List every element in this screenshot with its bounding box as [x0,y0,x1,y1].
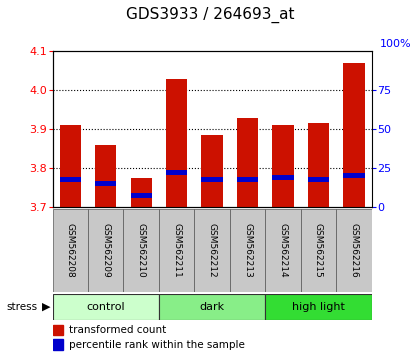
Text: GDS3933 / 264693_at: GDS3933 / 264693_at [126,7,294,23]
Bar [52,209,88,292]
Bar [343,173,365,178]
Text: percentile rank within the sample: percentile rank within the sample [69,340,245,350]
Bar [52,325,63,335]
Bar [202,135,223,207]
Bar [52,294,159,320]
Bar [131,193,152,198]
Bar [159,209,194,292]
Text: GSM562208: GSM562208 [66,223,75,278]
Bar [301,209,336,292]
Bar [343,63,365,207]
Text: GSM562215: GSM562215 [314,223,323,278]
Bar [265,294,372,320]
Text: GSM562211: GSM562211 [172,223,181,278]
Bar [88,209,123,292]
Bar [273,125,294,207]
Text: GSM562212: GSM562212 [207,223,217,278]
Bar [237,118,258,207]
Bar [60,125,81,207]
Text: GSM562210: GSM562210 [136,223,146,278]
Bar [52,339,63,350]
Bar [265,209,301,292]
Bar [131,178,152,207]
Bar [308,177,329,182]
Text: dark: dark [200,302,225,312]
Text: ▶: ▶ [42,302,50,312]
Bar [166,170,187,175]
Bar [202,177,223,182]
Text: GSM562213: GSM562213 [243,223,252,278]
Text: stress: stress [6,302,37,312]
Bar [194,209,230,292]
Bar [273,175,294,181]
Bar [95,145,116,207]
Text: GSM562214: GSM562214 [278,223,288,278]
Bar [123,209,159,292]
Text: GSM562216: GSM562216 [349,223,358,278]
Bar [237,177,258,182]
Text: high light: high light [292,302,345,312]
Bar [159,294,265,320]
Bar [336,209,372,292]
Text: transformed count: transformed count [69,325,166,335]
Bar [230,209,265,292]
Text: GSM562209: GSM562209 [101,223,110,278]
Text: control: control [87,302,125,312]
Bar [60,177,81,182]
Bar [308,124,329,207]
Bar [95,181,116,186]
Text: 100%: 100% [380,39,412,48]
Bar [166,79,187,207]
